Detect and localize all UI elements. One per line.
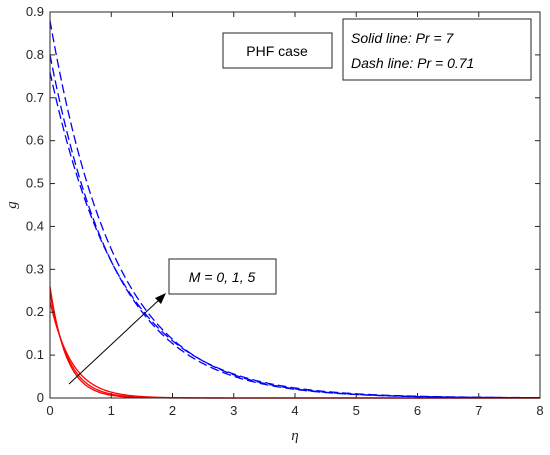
- arrow-annotation: [68, 293, 166, 385]
- legend-box: Solid line: Pr = 7 Dash line: Pr = 0.71: [342, 18, 532, 81]
- y-tick-label: 0.4: [26, 218, 44, 233]
- y-axis-ticks: 0 0.1 0.2 0.3 0.4 0.5 0.6 0.7 0.8 0.9: [26, 4, 540, 405]
- x-tick-label: 7: [475, 403, 482, 418]
- legend-line-dash: Dash line: Pr = 0.71: [351, 55, 474, 71]
- arrow-line: [68, 298, 161, 385]
- y-axis-label: g: [4, 201, 20, 209]
- x-tick-label: 5: [353, 403, 360, 418]
- x-axis-label: η: [291, 428, 298, 444]
- y-tick-label: 0.5: [26, 176, 44, 191]
- y-tick-label: 0.7: [26, 90, 44, 105]
- case-label-box: PHF case: [222, 32, 333, 69]
- dash-curve-4: [49, 54, 540, 399]
- y-tick-label: 0.3: [26, 261, 44, 276]
- arrow-label-box: M = 0, 1, 5: [168, 258, 277, 295]
- x-tick-label: 8: [536, 403, 543, 418]
- dash-curve-5: [49, 71, 541, 399]
- x-axis-ticks: 0 1 2 3 4 5 6 7 8: [46, 12, 544, 418]
- x-tick-label: 3: [230, 403, 237, 418]
- x-tick-label: 2: [169, 403, 176, 418]
- x-tick-label: 6: [414, 403, 421, 418]
- y-tick-label: 0.8: [26, 47, 44, 62]
- case-label-text: PHF case: [246, 43, 308, 59]
- y-tick-label: 0.1: [26, 347, 44, 362]
- legend-line-solid: Solid line: Pr = 7: [351, 30, 455, 46]
- x-tick-label: 0: [46, 403, 53, 418]
- arrow-head: [155, 293, 166, 304]
- y-tick-label: 0.6: [26, 133, 44, 148]
- y-tick-label: 0: [37, 390, 44, 405]
- arrow-label-text: M = 0, 1, 5: [189, 269, 256, 285]
- y-tick-label: 0.9: [26, 4, 44, 19]
- x-tick-label: 4: [291, 403, 298, 418]
- x-tick-label: 1: [108, 403, 115, 418]
- y-tick-label: 0.2: [26, 304, 44, 319]
